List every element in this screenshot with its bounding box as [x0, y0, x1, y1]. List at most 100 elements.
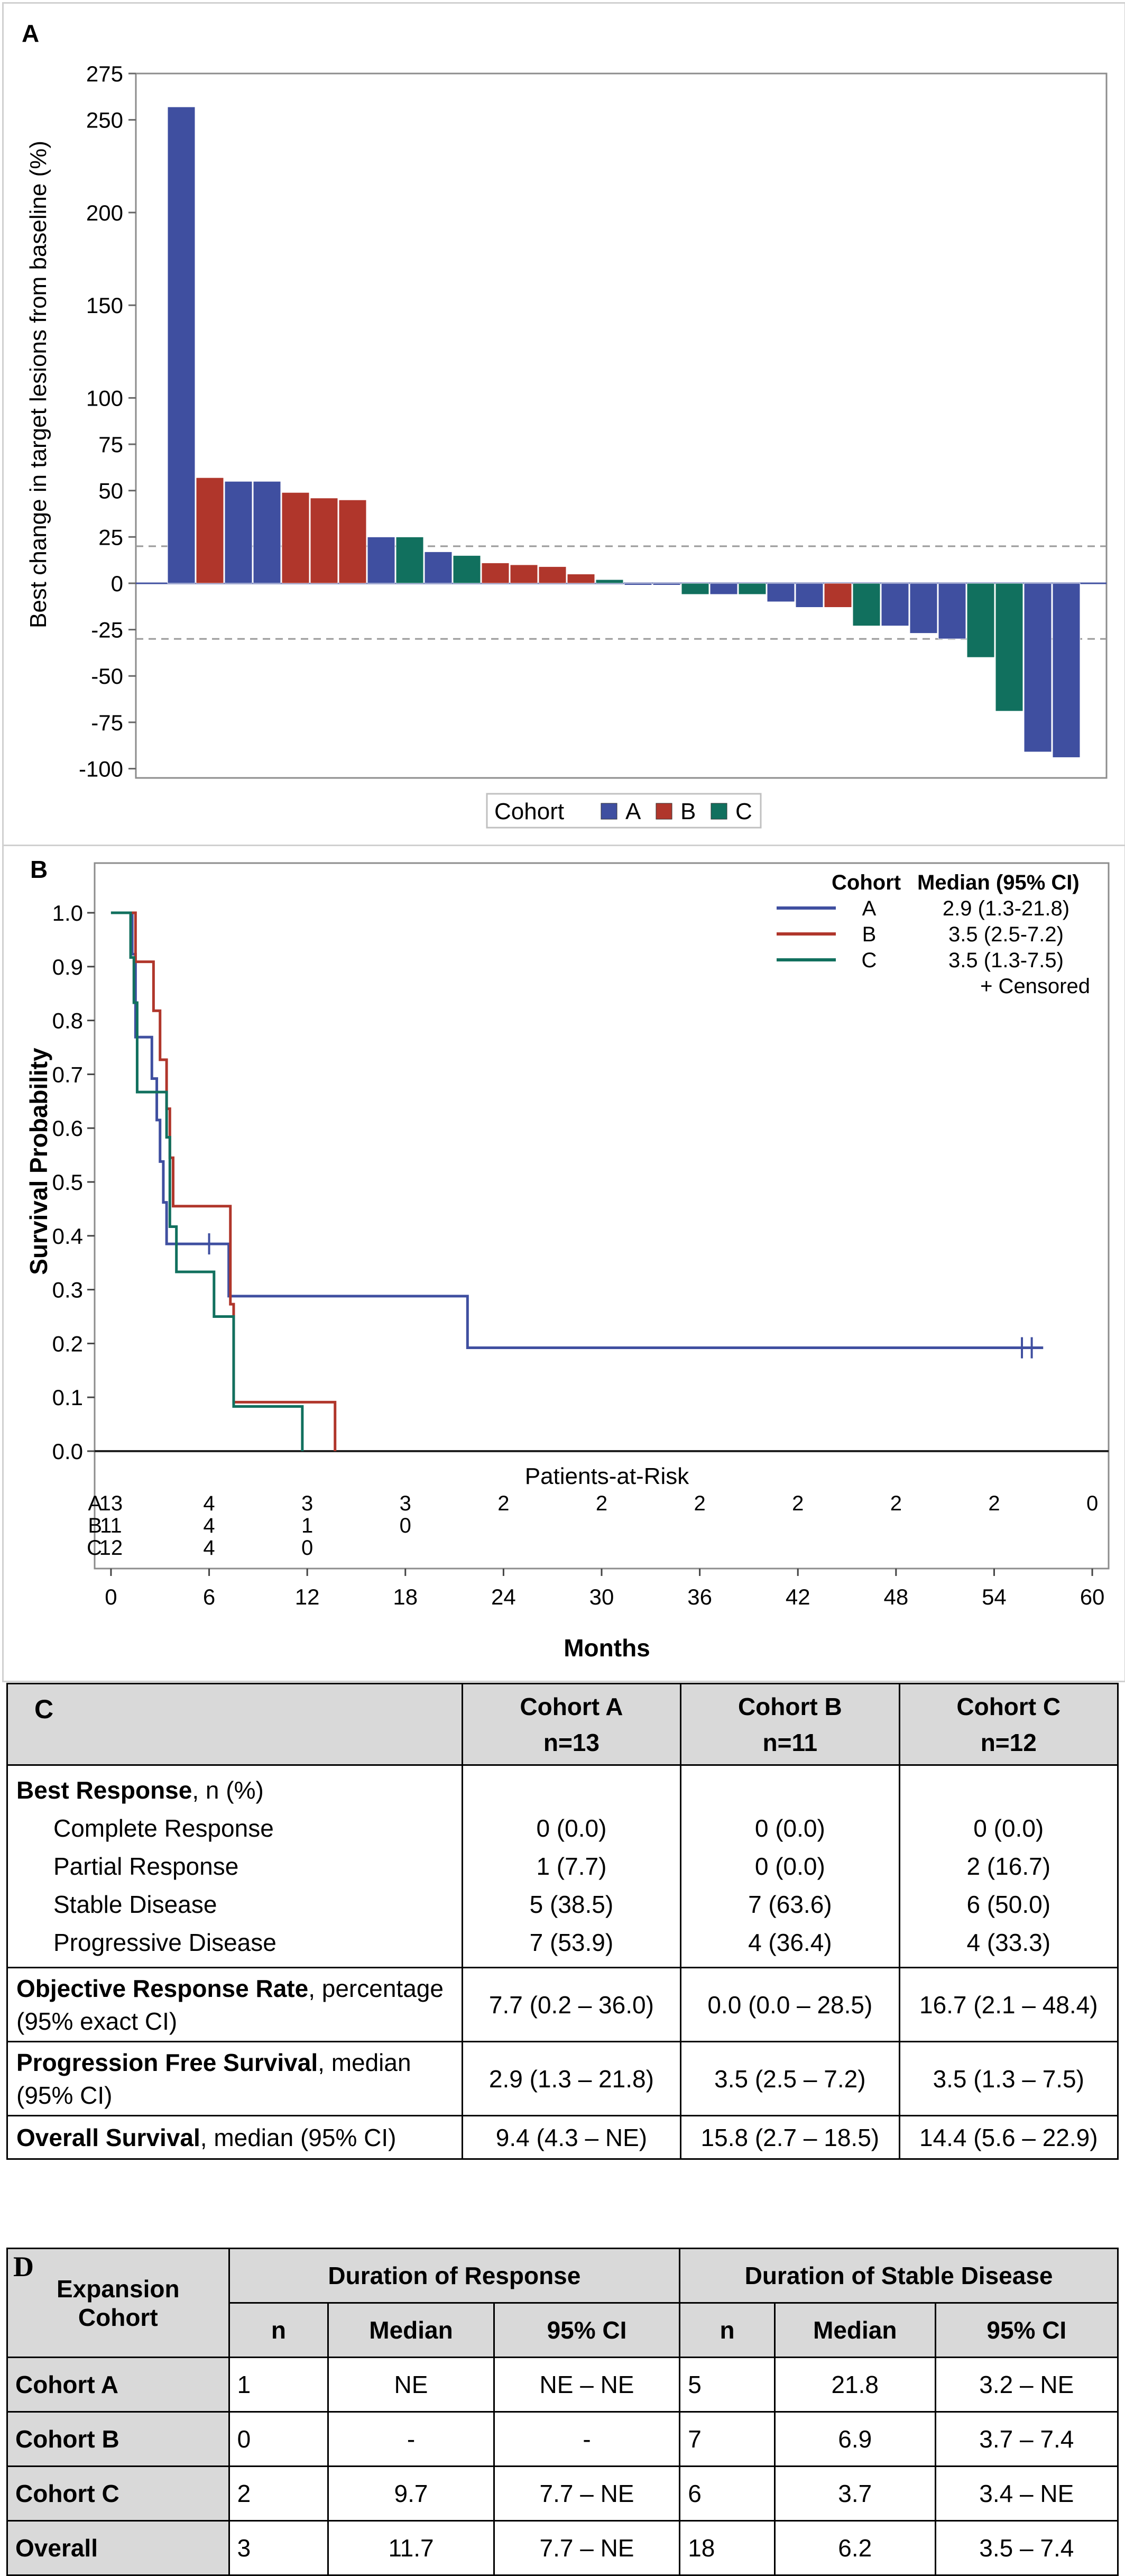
duration-table: D Expansion Cohort Duration of Response D…: [6, 2248, 1119, 2576]
bar-28: [938, 583, 966, 639]
panel-letter-d: D: [13, 2251, 34, 2282]
y-tick-label: 75: [98, 432, 123, 457]
x-tick-label: 12: [295, 1584, 320, 1609]
risk-count: 1: [301, 1514, 313, 1537]
y-tick-label: 0.2: [52, 1331, 83, 1356]
legend-swatch-a: [601, 803, 617, 820]
axes: 0.00.10.20.30.40.50.60.70.80.91.00 6 12 18 2…: [52, 901, 1105, 1609]
risk-row-label: A: [88, 1492, 102, 1515]
bar-21: [738, 583, 767, 595]
bar-23: [795, 583, 824, 608]
y-tick-label: 275: [86, 61, 123, 86]
x-tick-label: 6: [203, 1584, 215, 1609]
panel-letter-c: C: [6, 1683, 463, 1766]
os-row: Overall Survival, median (95% CI) 9.4 (4…: [6, 2115, 1119, 2160]
y-tick-label: 0.4: [52, 1224, 83, 1249]
y-tick-label: -50: [91, 664, 123, 689]
y-tick-label: 0.6: [52, 1116, 83, 1141]
survival-curves: [110, 911, 1044, 1451]
bar-9: [395, 536, 424, 584]
x-tick-label: 24: [491, 1584, 516, 1609]
x-tick-label: 48: [883, 1584, 908, 1609]
legend-label-a: A: [625, 799, 641, 824]
legend-label-c: C: [735, 799, 752, 824]
y-tick-label: 0.8: [52, 1009, 83, 1033]
legend-title: Cohort: [494, 799, 564, 824]
bar-13: [510, 564, 538, 584]
y-tick-label: -25: [91, 618, 123, 643]
bar-17: [624, 583, 652, 585]
bar-3: [224, 481, 253, 584]
bar-5: [281, 492, 310, 584]
group-header-response: Duration of Response: [228, 2248, 681, 2304]
bars: [167, 106, 1081, 758]
panel-d: D Expansion Cohort Duration of Response D…: [6, 2248, 1119, 2576]
legend-cohort-b: B: [862, 923, 877, 946]
bar-18: [652, 583, 681, 585]
row-cohort-c: Cohort C 2 9.7 7.7 – NE 6 3.7 3.4 – NE: [6, 2465, 1119, 2522]
bar-10: [424, 551, 453, 584]
risk-count: 2: [694, 1492, 705, 1515]
legend-label-b: B: [680, 799, 696, 824]
x-tick-label: 54: [982, 1584, 1007, 1609]
risk-count: 3: [400, 1492, 411, 1515]
risk-row-label: C: [87, 1536, 102, 1560]
plot-frame: [135, 72, 1108, 779]
legend-swatch-b: [656, 803, 672, 820]
risk-count: 4: [203, 1536, 215, 1560]
legend-swatch-c: [711, 803, 727, 820]
risk-count: 4: [203, 1514, 215, 1537]
bar-22: [767, 583, 795, 602]
y-tick-label: 0.0: [52, 1439, 83, 1464]
curve-cohort-a: [110, 911, 1044, 1350]
bar-25: [852, 583, 881, 627]
bar-6: [310, 498, 338, 584]
risk-count: 2: [988, 1492, 1000, 1515]
y-tick-label: -100: [79, 756, 123, 781]
risk-count: 0: [400, 1514, 411, 1537]
legend-median-c: 3.5 (1.3-7.5): [948, 949, 1064, 972]
legend-header-median: Median (95% CI): [917, 871, 1080, 894]
legend-cohort-a: A: [862, 897, 877, 920]
risk-table-title: Patients-at-Risk: [525, 1463, 690, 1489]
risk-count: 13: [99, 1492, 123, 1515]
bar-27: [909, 583, 938, 634]
km-chart: B 0.00.10.20.30.40.50.60.70.80.91.00 6 12 1…: [25, 856, 1110, 1662]
x-tick-label: 36: [687, 1584, 712, 1609]
panel-b: B 0.0 0.1 0.2 0.3 0.4 0.5 0.6 0.7 0.8 0.9 1.0 0 6 12 1…: [2, 844, 1125, 1682]
y-tick-label: 50: [98, 479, 123, 503]
bar-8: [367, 536, 395, 584]
panel-a: A 275 250 200 150 100 75 50 25 0 -25 -50 -75 -100 Be…: [2, 2, 1125, 846]
bar-7: [338, 499, 367, 584]
x-tick-label: 18: [393, 1584, 418, 1609]
y-tick-label: 1.0: [52, 901, 83, 925]
bar-11: [453, 555, 481, 584]
corner-header: D Expansion Cohort: [6, 2248, 230, 2358]
row-overall: Overall 3 11.7 7.7 – NE 18 6.2 3.5 – 7.4: [6, 2520, 1119, 2576]
panel-letter-a: A: [22, 20, 39, 47]
bar-4: [253, 481, 281, 584]
y-tick-label: 0.7: [52, 1062, 83, 1087]
bar-14: [538, 566, 567, 584]
bar-26: [881, 583, 909, 627]
x-tick-label: 42: [786, 1584, 810, 1609]
group-header-stable: Duration of Stable Disease: [679, 2248, 1119, 2304]
pfs-row: Progression Free Survival, median (95% CI…: [6, 2041, 1119, 2116]
y-tick-label: 100: [86, 386, 123, 410]
bar-30: [995, 583, 1023, 712]
risk-count: 3: [301, 1492, 313, 1515]
row-cohort-a: Cohort A 1 NE NE – NE 5 21.8 3.2 – NE: [6, 2357, 1119, 2413]
y-tick-label: 0.1: [52, 1385, 83, 1410]
curve-cohort-c: [110, 911, 304, 1451]
legend: Cohort A B C: [486, 793, 762, 829]
x-tick-label: 30: [589, 1584, 614, 1609]
risk-count: 2: [497, 1492, 509, 1515]
legend-median-a: 2.9 (1.3-21.8): [943, 897, 1069, 920]
legend-header-cohort: Cohort: [832, 871, 901, 894]
y-tick-label: 0.3: [52, 1278, 83, 1303]
